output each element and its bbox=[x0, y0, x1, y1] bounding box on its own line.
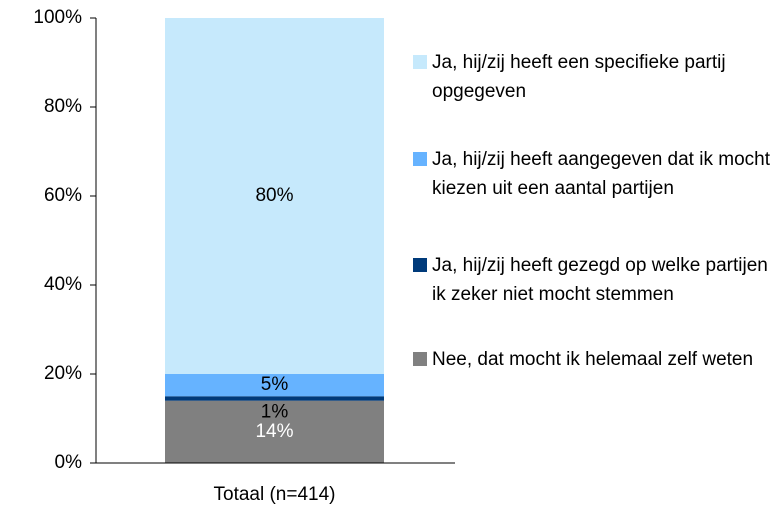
value-label: 5% bbox=[261, 374, 289, 395]
legend-label: Ja, hij/zij heeft aangegeven dat ik moch… bbox=[432, 149, 770, 199]
legend-label: Nee, dat mocht ik helemaal zelf weten bbox=[432, 349, 754, 370]
legend-label: Ja, hij/zij heeft gezegd op welke partij… bbox=[432, 255, 768, 305]
bar-segment bbox=[165, 374, 384, 397]
y-tick-label: 40% bbox=[44, 274, 82, 295]
bar-segment bbox=[165, 18, 384, 374]
legend-swatch bbox=[413, 152, 427, 166]
y-tick-label: 0% bbox=[55, 452, 83, 473]
legend-label: Ja, hij/zij heeft een specifieke partij … bbox=[432, 52, 726, 102]
legend-swatch bbox=[413, 258, 427, 272]
value-label: 14% bbox=[255, 421, 293, 442]
y-tick-label: 60% bbox=[44, 185, 82, 206]
y-tick-label: 80% bbox=[44, 96, 82, 117]
legend-swatch bbox=[413, 55, 427, 69]
y-tick-label: 20% bbox=[44, 363, 82, 384]
y-tick-label: 100% bbox=[33, 7, 82, 28]
legend-swatch bbox=[413, 352, 427, 366]
bar-segment bbox=[165, 400, 384, 463]
value-label: 80% bbox=[255, 185, 293, 206]
value-label: 1% bbox=[261, 402, 289, 423]
x-tick-label: Totaal (n=414) bbox=[214, 484, 336, 505]
bar-segment bbox=[165, 396, 384, 401]
